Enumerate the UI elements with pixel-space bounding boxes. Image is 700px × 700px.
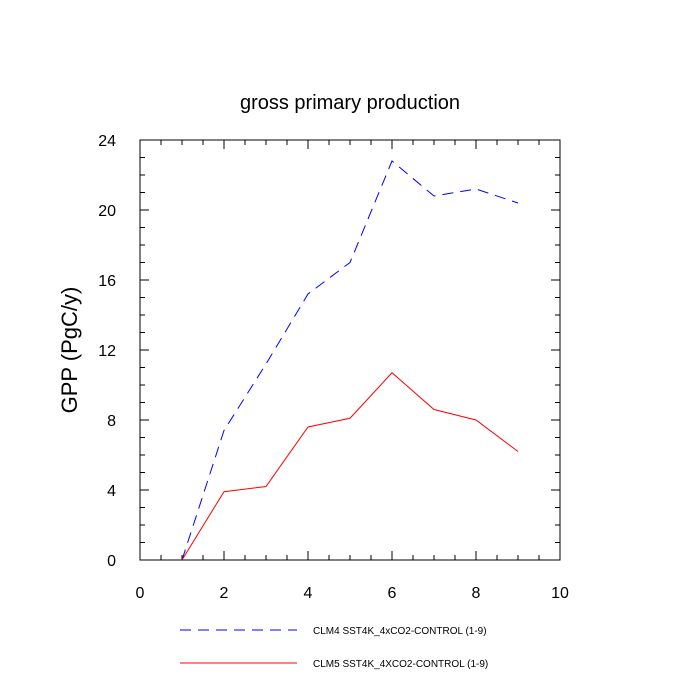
y-axis-label: GPP (PgC/y) (57, 287, 82, 414)
y-tick-label: 4 (107, 483, 116, 500)
legend: CLM4 SST4K_4xCO2-CONTROL (1-9) CLM5 SST4K… (180, 626, 488, 670)
x-tick-label: 10 (551, 585, 569, 602)
x-tick-label: 8 (472, 585, 481, 602)
y-tick-label: 16 (98, 273, 116, 290)
y-tick-label: 20 (98, 203, 116, 220)
chart-title: gross primary production (240, 92, 460, 114)
x-tick-label: 2 (220, 585, 229, 602)
series-line-1 (181, 160, 519, 561)
plot-frame (139, 139, 561, 561)
x-tick-label: 0 (136, 585, 145, 602)
y-tick-label: 24 (98, 133, 116, 150)
x-tick-label: 6 (388, 585, 397, 602)
series-line-2 (181, 372, 519, 561)
x-tick-label: 4 (304, 585, 313, 602)
legend-label-2: CLM5 SST4K_4XCO2-CONTROL (1-9) (313, 659, 488, 670)
y-tick-label: 8 (107, 413, 116, 430)
y-tick-label: 12 (98, 343, 116, 360)
legend-label-1: CLM4 SST4K_4xCO2-CONTROL (1-9) (313, 626, 487, 637)
series-lines (181, 160, 519, 561)
y-tick-label: 0 (107, 553, 116, 570)
